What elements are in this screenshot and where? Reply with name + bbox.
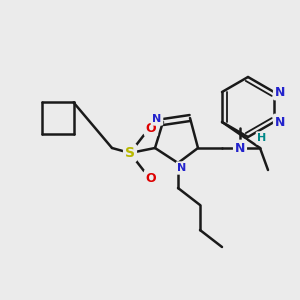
Text: N: N [275,85,285,98]
Text: H: H [257,133,267,143]
Text: N: N [177,163,187,173]
Text: S: S [125,146,135,160]
Text: N: N [152,114,162,124]
Text: O: O [146,122,156,134]
Text: O: O [146,172,156,184]
Text: N: N [275,116,285,128]
Text: N: N [235,142,245,154]
